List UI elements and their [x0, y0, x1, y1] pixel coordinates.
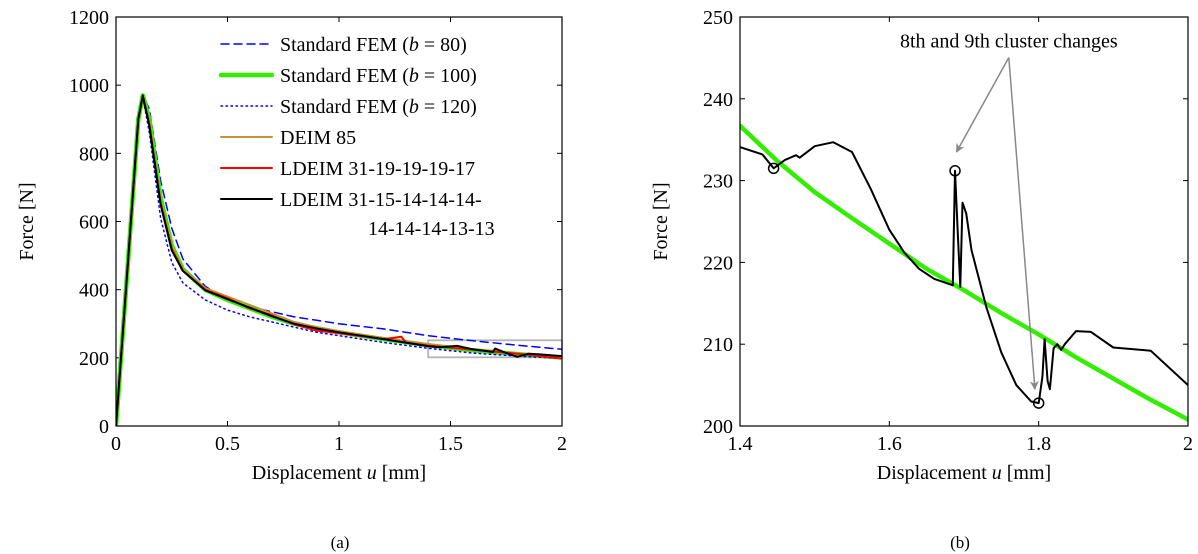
- y-tick-label: 220: [703, 252, 733, 274]
- annotation-arrow-0: [955, 57, 1010, 153]
- x-tick-label: 1.4: [728, 433, 753, 455]
- y-tick-label: 400: [79, 280, 109, 302]
- y-tick-label: 1200: [69, 7, 109, 29]
- chart-panel-a: 0 0.5 1 1.5 2 0 200 400 600 800 1000 1200 Displaceme…: [16, 7, 567, 552]
- plot-frame: [115, 16, 563, 427]
- legend-label-2: Standard FEM (b = 120): [280, 96, 477, 118]
- y-tick-label: 200: [79, 348, 109, 370]
- x-axis-label: Displacement u [mm]: [252, 462, 426, 484]
- legend-label-5: LDEIM 31-15-14-14-14-14-14-14-13-13: [280, 189, 495, 240]
- x-tick-label: 1.8: [1026, 433, 1051, 455]
- x-tick-label: 2: [557, 433, 567, 455]
- legend-label-1: Standard FEM (b = 100): [280, 65, 477, 87]
- panel-caption: (a): [331, 533, 350, 552]
- series-line-0: [740, 123, 1188, 422]
- x-tick-label: 2: [1183, 433, 1193, 455]
- y-tick-label: 250: [703, 7, 733, 29]
- cluster-change-marker: [1032, 397, 1045, 409]
- plot-frame: [739, 16, 1189, 427]
- data-series-group: [740, 123, 1188, 422]
- cluster-change-marker: [949, 165, 961, 177]
- legend-label-3: DEIM 85: [280, 127, 356, 149]
- y-tick-label: 0: [99, 416, 109, 438]
- chart-panel-b: 1.4 1.6 1.8 2 200 210 220 230 240 250 8th and 9th …: [650, 7, 1193, 552]
- y-tick-label: 200: [703, 416, 733, 438]
- x-tick-label: 0.5: [215, 433, 240, 455]
- series-line-5: [116, 94, 562, 426]
- panel-caption: (b): [950, 533, 970, 552]
- cluster-change-marker: [767, 162, 780, 175]
- y-axis-label: Force [N]: [16, 182, 38, 260]
- y-axis-label: Force [N]: [650, 182, 672, 260]
- series-line-1: [740, 141, 1188, 405]
- legend-label-4: LDEIM 31-19-19-19-17: [280, 158, 475, 180]
- legend: Standard FEM (b = 80) Standard FEM (b = 1…: [218, 34, 495, 240]
- annotation-arrow-1: [1008, 57, 1039, 391]
- data-series-group: [116, 93, 562, 426]
- x-axis-label: Displacement u [mm]: [877, 462, 1051, 484]
- x-tick-label: 1.5: [438, 433, 463, 455]
- annotation-text: 8th and 9th cluster changes: [900, 31, 1118, 53]
- y-tick-label: 600: [79, 212, 109, 234]
- y-tick-label: 800: [79, 143, 109, 165]
- y-tick-label: 1000: [69, 75, 109, 97]
- x-tick-label: 1: [334, 433, 344, 455]
- x-tick-label: 1.6: [877, 433, 902, 455]
- y-tick-label: 230: [703, 171, 733, 193]
- legend-label-0: Standard FEM (b = 80): [280, 34, 467, 56]
- y-tick-label: 210: [703, 334, 733, 356]
- x-tick-label: 0: [111, 433, 121, 455]
- y-tick-label: 240: [703, 89, 733, 111]
